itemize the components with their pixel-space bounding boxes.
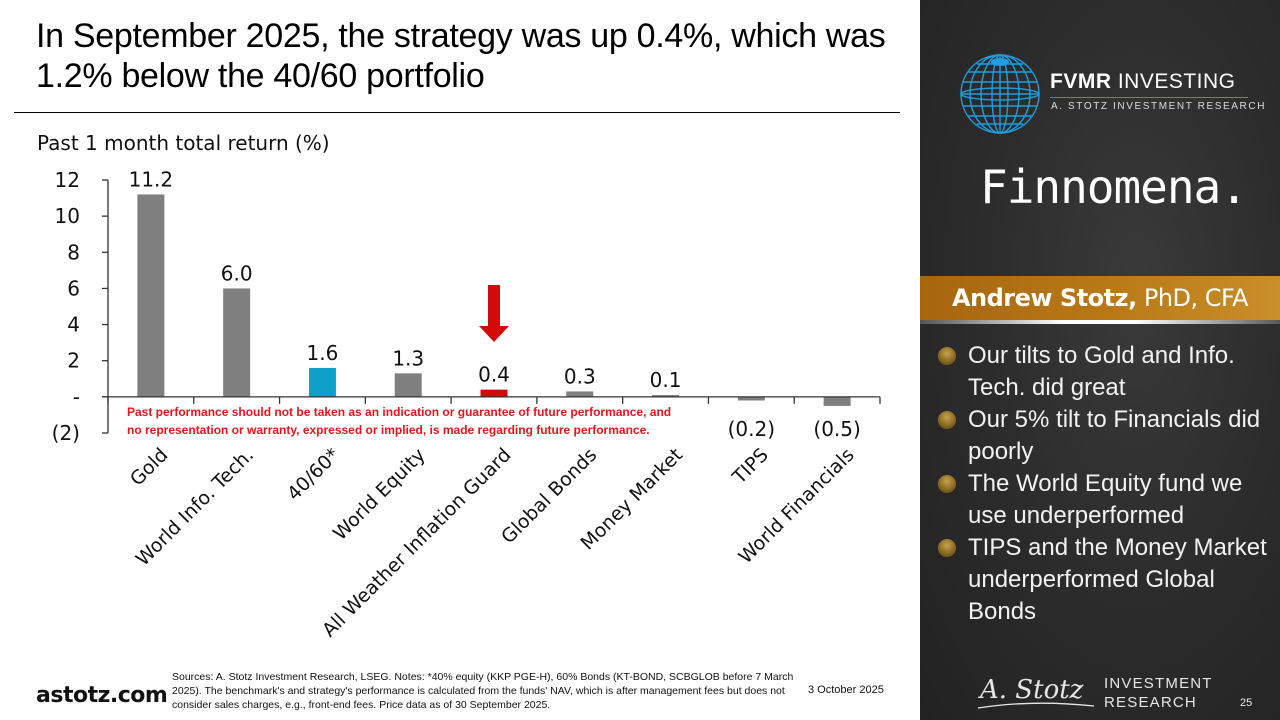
- bar: [308, 367, 336, 397]
- y-axis: 12 10 8 6 4 2 - (2): [52, 168, 109, 445]
- wordmark-line-1: INVESTMENT: [1104, 675, 1213, 692]
- y-tick-label: -: [73, 385, 80, 409]
- bar-chart: Past 1 month total return (%) 12 10 8 6 4 2 - (…: [37, 131, 881, 641]
- gold-globe-bullet-icon: [938, 411, 956, 429]
- category-label: 40/60*: [283, 444, 344, 505]
- bullet-text: The World Equity fund we use underperfor…: [968, 470, 1243, 529]
- slide-date: 3 October 2025: [808, 684, 884, 696]
- down-arrow-icon: [479, 285, 509, 342]
- list-item: Our 5% tilt to Financials did poorly: [938, 404, 1278, 468]
- brand-name-rest: INVESTING: [1111, 70, 1236, 93]
- source-notes: Sources: A. Stotz Investment Research, L…: [172, 671, 794, 711]
- list-item: TIPS and the Money Market underperformed…: [938, 532, 1278, 628]
- bar: [137, 194, 165, 397]
- x-axis: [102, 396, 881, 404]
- y-tick-label: 10: [55, 204, 80, 228]
- data-labels-group: 11.2 6.0 1.6 1.3 0.4 0.3 0.1 (0.2) (0.5): [129, 167, 861, 441]
- disclaimer-line-2: no representation or warranty, expressed…: [127, 423, 650, 437]
- data-label: 0.1: [650, 368, 682, 392]
- data-label: (0.5): [813, 417, 860, 441]
- page-number: 25: [1240, 697, 1253, 709]
- y-tick-label: 6: [67, 276, 80, 300]
- bullet-text: TIPS and the Money Market underperformed…: [968, 534, 1267, 625]
- category-label: Gold: [126, 444, 172, 490]
- signature-text: A. Stotz: [978, 675, 1084, 705]
- bar: [480, 389, 508, 397]
- gold-globe-bullet-icon: [938, 347, 956, 365]
- bar: [823, 396, 851, 406]
- presenter-band: Andrew Stotz, PhD, CFA: [920, 276, 1280, 320]
- disclaimer-line-1: Past performance should not be taken as …: [127, 405, 671, 419]
- key-points-list: Our tilts to Gold and Info. Tech. did gr…: [938, 340, 1278, 628]
- y-tick-label: 12: [55, 168, 80, 192]
- data-label: 1.6: [307, 341, 339, 365]
- bar: [652, 395, 680, 397]
- y-tick-label: 2: [67, 349, 80, 373]
- slide-title: In September 2025, the strategy was up 0…: [36, 17, 886, 95]
- gold-globe-bullet-icon: [938, 475, 956, 493]
- data-label: 1.3: [392, 346, 424, 370]
- annotations-group: Past performance should not be taken as …: [127, 285, 671, 437]
- bullet-text: Our tilts to Gold and Info. Tech. did gr…: [968, 342, 1235, 401]
- main-panel: In September 2025, the strategy was up 0…: [14, 17, 900, 711]
- website-label: astotz.com: [36, 683, 168, 708]
- bullet-text: Our 5% tilt to Financials did poorly: [968, 406, 1261, 465]
- bar: [394, 373, 422, 397]
- brand-name-bold: FVMR: [1050, 70, 1112, 93]
- brand-subtitle: A. STOTZ INVESTMENT RESEARCH: [1051, 101, 1267, 112]
- data-label: 0.4: [478, 363, 510, 387]
- investment-research-wordmark: INVESTMENT RESEARCH: [1104, 674, 1213, 712]
- wordmark-line-2: RESEARCH: [1104, 694, 1197, 711]
- data-label: (0.2): [728, 417, 775, 441]
- y-tick-label: 4: [67, 313, 80, 337]
- presenter-name: Andrew Stotz,: [951, 284, 1137, 312]
- globe-icon: [960, 54, 1040, 134]
- sidebar-panel: FVMR INVESTING A. STOTZ INVESTMENT RESEA…: [920, 0, 1280, 720]
- y-tick-label: 8: [67, 240, 80, 264]
- partner-logo: Finnomena.: [980, 160, 1248, 214]
- gold-globe-bullet-icon: [938, 539, 956, 557]
- data-label: 6.0: [221, 261, 253, 285]
- category-label: All Weather Inflation Guard: [318, 444, 515, 641]
- brand-name: FVMR INVESTING: [1050, 70, 1236, 94]
- astotz-signature-logo: A. Stotz: [977, 675, 1095, 709]
- data-label: 11.2: [129, 167, 174, 191]
- category-label: TIPS: [728, 444, 773, 489]
- presenter-credentials: PhD, CFA: [1136, 284, 1249, 312]
- band-divider: [920, 320, 1280, 324]
- bar: [737, 396, 765, 401]
- chart-title: Past 1 month total return (%): [37, 131, 330, 155]
- brand-divider: [1050, 97, 1248, 98]
- data-label: 0.3: [564, 364, 596, 388]
- bars-group: [137, 194, 851, 406]
- y-tick-label: (2): [52, 421, 80, 445]
- list-item: The World Equity fund we use underperfor…: [938, 468, 1278, 532]
- bar: [223, 288, 251, 397]
- bar: [566, 391, 594, 397]
- title-divider: [14, 112, 900, 113]
- list-item: Our tilts to Gold and Info. Tech. did gr…: [938, 340, 1278, 404]
